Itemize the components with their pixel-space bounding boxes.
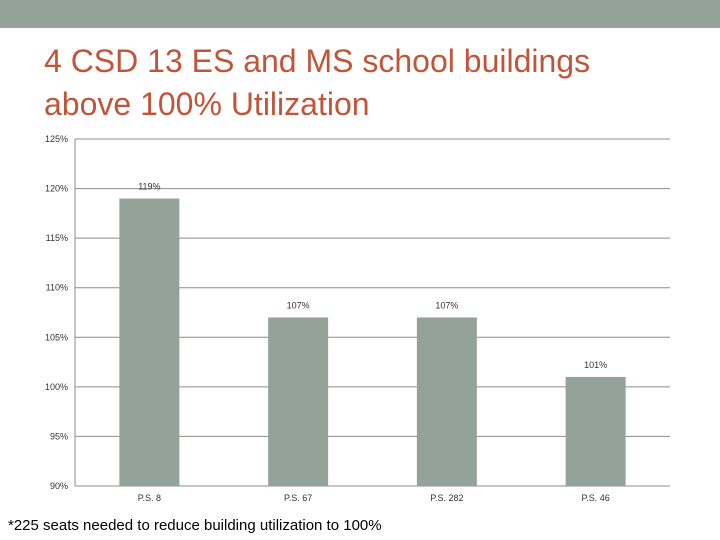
top-band bbox=[0, 0, 720, 28]
x-tick-label: P.S. 8 bbox=[138, 493, 161, 503]
bar bbox=[416, 317, 477, 486]
bar bbox=[268, 317, 329, 486]
y-tick-label: 100% bbox=[45, 382, 68, 392]
bar bbox=[119, 198, 180, 486]
slide-title-line-2: above 100% Utilization bbox=[44, 86, 370, 122]
y-tick-label: 125% bbox=[45, 134, 68, 144]
slide-title-line-1: 4 CSD 13 ES and MS school buildings bbox=[44, 43, 591, 79]
data-label: 107% bbox=[287, 300, 310, 310]
x-tick-label: P.S. 67 bbox=[284, 493, 312, 503]
data-label: 119% bbox=[138, 181, 160, 191]
x-tick-label: P.S. 282 bbox=[430, 493, 463, 503]
data-label: 107% bbox=[435, 300, 458, 310]
y-tick-label: 90% bbox=[50, 481, 68, 491]
data-label: 101% bbox=[584, 360, 607, 370]
x-tick-label: P.S. 46 bbox=[581, 493, 609, 503]
y-tick-label: 110% bbox=[46, 283, 68, 293]
y-tick-label: 115% bbox=[46, 233, 68, 243]
slide-title: 4 CSD 13 ES and MS school buildings abov… bbox=[44, 40, 684, 126]
y-tick-label: 105% bbox=[45, 332, 68, 342]
bar bbox=[565, 376, 626, 486]
y-tick-label: 95% bbox=[50, 431, 68, 441]
y-tick-label: 120% bbox=[45, 184, 68, 194]
footnote: *225 seats needed to reduce building uti… bbox=[8, 517, 382, 534]
